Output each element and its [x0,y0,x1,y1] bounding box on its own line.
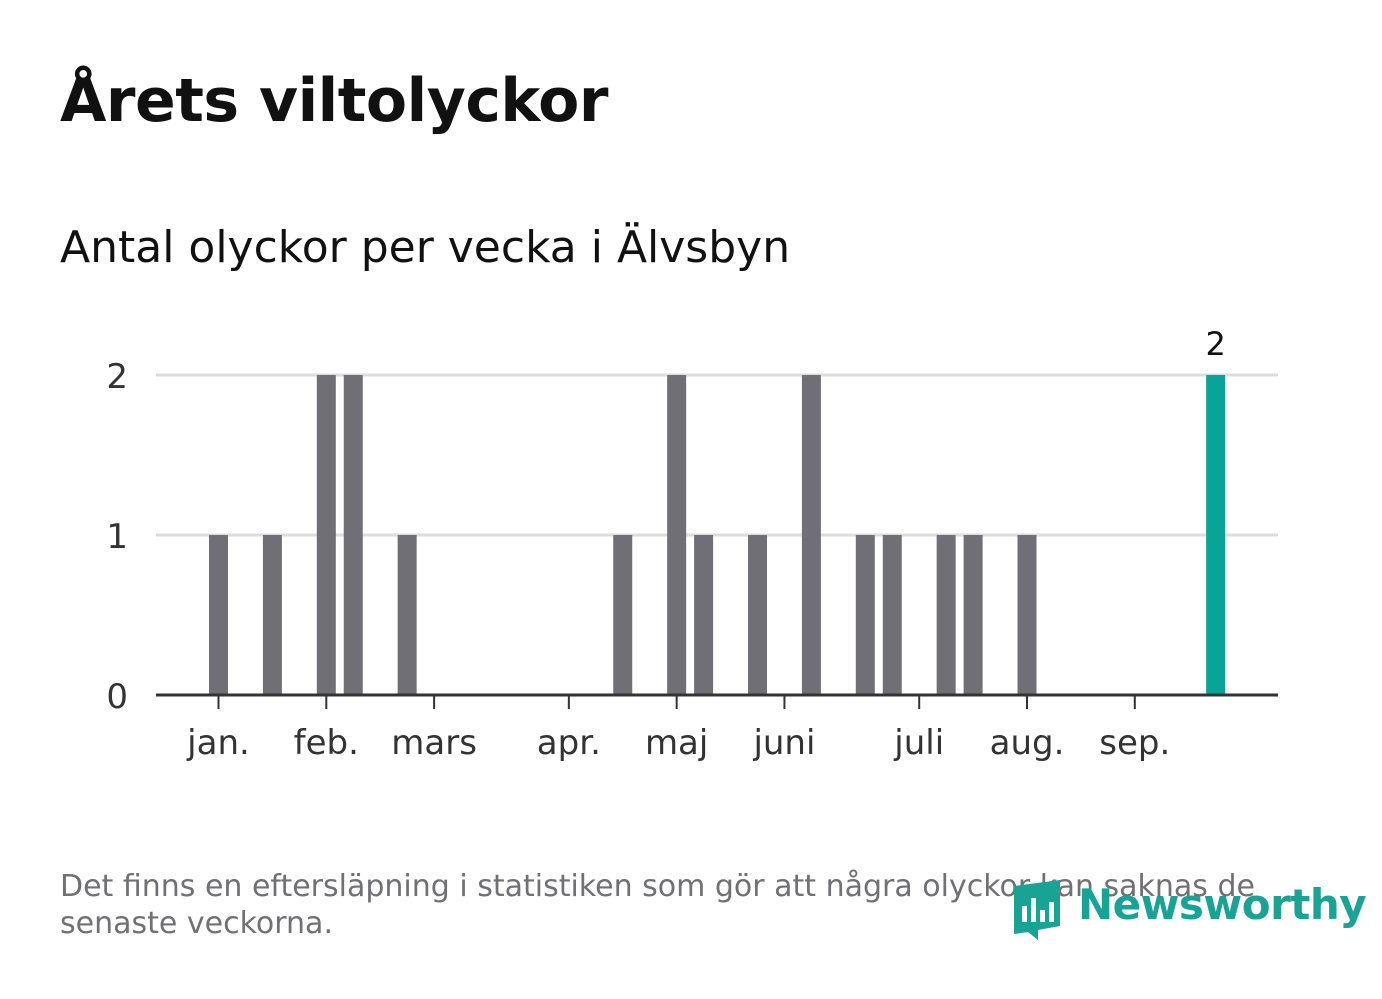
chart-title: Årets viltolyckor [60,66,609,136]
newsworthy-logo: Newsworthy [1010,876,1367,946]
bar [694,535,714,695]
bar [667,375,687,695]
bar [262,535,282,695]
x-tick-label: maj [645,723,708,763]
bars [209,375,1226,695]
bar [936,535,956,695]
bar [316,375,336,695]
x-axis-ticks: jan. feb. mars apr. maj juni juli aug. sep. [186,695,1170,763]
x-tick-label: feb. [294,723,359,763]
x-tick-label: juni [752,723,815,763]
highlight-bar [1206,375,1226,695]
x-tick-label: juli [893,723,944,763]
highlight-value-label: 2 [1205,325,1225,363]
x-tick-label: sep. [1099,723,1170,763]
x-tick-label: aug. [990,723,1065,763]
bar [801,375,821,695]
bar [855,535,875,695]
newsworthy-logo-icon [1014,880,1060,940]
y-tick-label: 0 [106,677,128,717]
y-tick-label: 1 [106,517,128,557]
bar [748,535,767,695]
bar [343,375,363,695]
x-tick-label: mars [391,723,477,763]
bar [397,535,417,695]
y-tick-label: 2 [106,357,128,397]
bar [613,535,633,695]
bar [882,535,902,695]
bar-chart: 012 jan. feb. mars apr. maj juni juli aug. sep. … [106,325,1278,763]
newsworthy-logo-text: Newsworthy [1078,880,1367,929]
data-labels: 2 [1205,325,1225,363]
x-tick-label: jan. [186,723,250,763]
grid-lines [156,373,1278,537]
x-tick-label: apr. [537,723,601,763]
chart-subtitle: Antal olyckor per vecka i Älvsbyn [60,222,791,273]
bar [209,535,228,695]
y-axis-ticks: 0 1 2 [106,357,128,717]
bar [1017,535,1037,695]
bar [963,535,983,695]
